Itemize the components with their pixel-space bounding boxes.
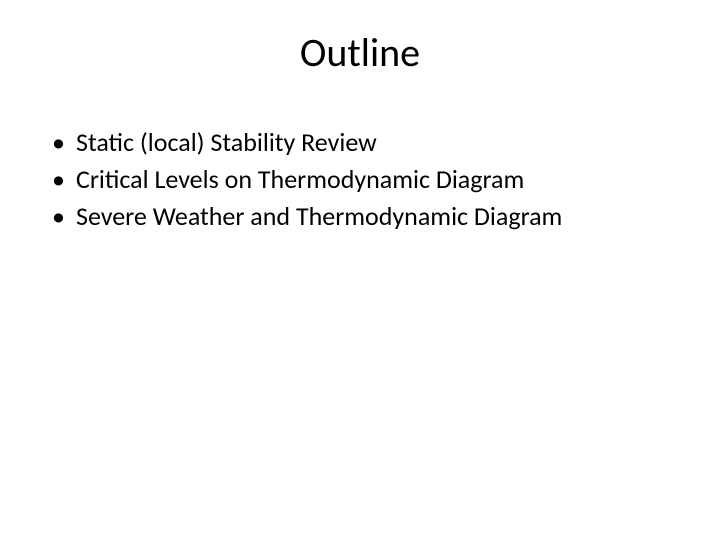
bullet-item: Severe Weather and Thermodynamic Diagram: [52, 199, 680, 234]
slide-title: Outline: [40, 28, 680, 77]
bullet-item: Static (local) Stability Review: [52, 125, 680, 160]
bullet-item: Critical Levels on Thermodynamic Diagram: [52, 162, 680, 197]
bullet-list: Static (local) Stability Review Critical…: [40, 125, 680, 234]
slide-container: Outline Static (local) Stability Review …: [0, 0, 720, 540]
